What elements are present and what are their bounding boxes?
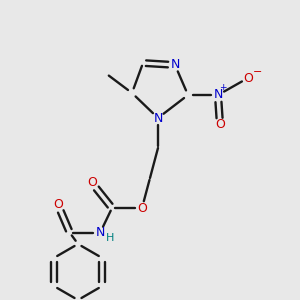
Text: −: − xyxy=(253,67,263,77)
Text: O: O xyxy=(137,202,147,214)
Text: N: N xyxy=(153,112,163,124)
Text: O: O xyxy=(215,118,225,131)
Text: N: N xyxy=(170,58,180,71)
Text: O: O xyxy=(87,176,97,190)
Text: O: O xyxy=(53,199,63,212)
Text: N: N xyxy=(95,226,105,239)
Text: +: + xyxy=(219,82,227,91)
Text: H: H xyxy=(106,233,114,243)
Text: O: O xyxy=(243,71,253,85)
Text: N: N xyxy=(213,88,223,101)
